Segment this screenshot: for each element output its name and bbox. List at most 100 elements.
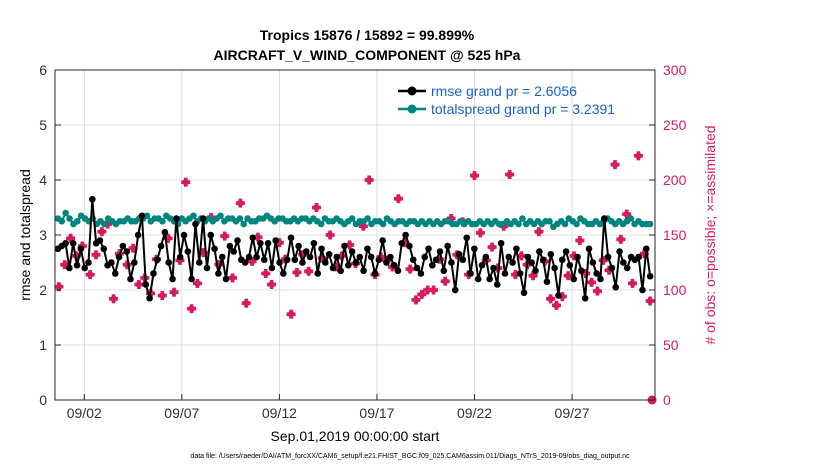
x-tick-label: 09/12	[262, 405, 297, 421]
rmse-point	[444, 242, 451, 250]
rmse-point	[123, 248, 130, 255]
obs-marker-core	[181, 177, 191, 187]
obs-marker-core	[364, 175, 374, 185]
rmse-point	[100, 245, 108, 253]
totalspread-point	[66, 215, 73, 222]
obs-assimilated-marker	[134, 279, 144, 290]
obs-assimilated-marker	[91, 250, 101, 260]
obs-marker-core	[505, 169, 515, 180]
rmse-point	[593, 270, 600, 277]
rmse-point	[604, 253, 612, 261]
legend-totalspread-label: totalspread grand pr = 3.2391	[431, 101, 615, 117]
y2-axis-label: # of obs: o=possible; ×=assimilated	[702, 125, 718, 344]
obs-marker-core	[487, 242, 497, 252]
rmse-point	[69, 239, 77, 247]
rmse-point	[150, 270, 157, 277]
rmse-point	[501, 270, 509, 277]
rmse-point	[73, 261, 81, 269]
y-tick-label: 1	[39, 337, 47, 353]
rmse-point	[371, 270, 379, 277]
obs-assimilated-marker	[587, 277, 597, 287]
rmse-point	[280, 270, 287, 277]
rmse-point	[207, 231, 215, 239]
obs-marker-core	[261, 268, 271, 279]
rmse-point	[597, 275, 604, 283]
rmse-point	[600, 215, 608, 222]
rmse-point	[264, 239, 272, 247]
rmse-point	[184, 248, 192, 255]
obs-marker-core	[440, 276, 450, 286]
rmse-series	[54, 195, 654, 302]
rmse-point	[398, 239, 406, 247]
y-tick-label: 4	[39, 172, 47, 188]
obs-marker-core	[169, 287, 179, 297]
rmse-point	[115, 253, 123, 261]
rmse-point	[455, 250, 463, 258]
rmse-point	[509, 259, 516, 266]
rmse-point	[173, 215, 180, 222]
rmse-point	[555, 292, 562, 299]
rmse-point	[360, 267, 367, 275]
obs-assimilated-marker	[393, 194, 403, 204]
rmse-point	[623, 264, 631, 272]
rmse-point	[283, 256, 291, 264]
rmse-point	[348, 248, 356, 255]
rmse-point	[478, 261, 486, 269]
legend-rmse-marker	[407, 86, 417, 96]
obs-marker-core	[134, 279, 144, 290]
rmse-point	[356, 253, 364, 261]
rmse-point	[486, 275, 493, 283]
rmse-point	[180, 231, 188, 239]
rmse-point	[291, 256, 299, 264]
obs-assimilated-marker	[97, 227, 107, 237]
rmse-point	[344, 261, 352, 269]
rmse-point	[131, 259, 138, 266]
rmse-point	[379, 237, 386, 244]
rmse-point	[234, 237, 241, 244]
obs-assimilated-marker	[169, 287, 179, 297]
rmse-point	[318, 245, 325, 253]
rmse-point	[215, 270, 222, 277]
obs-assimilated-marker	[220, 231, 230, 241]
rmse-point	[157, 242, 165, 250]
rmse-point	[516, 270, 524, 277]
rmse-point	[138, 212, 146, 220]
rmse-point	[257, 239, 264, 247]
totalspread-point	[240, 220, 248, 228]
rmse-point	[195, 259, 203, 266]
rmse-point	[532, 267, 539, 275]
y-tick-label: 6	[39, 62, 47, 78]
obs-assimilated-marker	[411, 295, 421, 305]
obs-assimilated-marker	[261, 268, 271, 279]
obs-marker-core	[575, 235, 585, 246]
y2-tick-label: 0	[663, 392, 671, 408]
rmse-point	[646, 272, 654, 280]
obs-assimilated-marker	[241, 298, 251, 308]
rmse-point	[390, 261, 398, 269]
obs-assimilated-marker	[292, 267, 302, 277]
obs-assimilated-marker	[228, 273, 238, 283]
obs-marker-core	[187, 304, 197, 314]
obs-marker-core	[85, 270, 95, 280]
obs-assimilated-marker	[109, 294, 119, 304]
y2-tick-label: 50	[663, 337, 679, 353]
totalspread-point	[236, 215, 244, 222]
obs-assimilated-marker	[325, 230, 335, 240]
rmse-point	[77, 245, 85, 253]
legend-totalspread-marker	[407, 104, 417, 114]
rmse-point	[249, 234, 257, 242]
totalspread-point	[379, 220, 387, 228]
totalspread-point	[73, 217, 81, 225]
rmse-point	[451, 286, 459, 294]
x-axis-label: Sep.01,2019 00:00:00 start	[271, 428, 440, 444]
x-tick-label: 09/02	[67, 405, 102, 421]
obs-assimilated-marker	[575, 235, 585, 246]
y-axis-label: rmse and totalspread	[17, 169, 33, 301]
obs-marker-core	[228, 273, 238, 283]
rmse-point	[643, 245, 650, 253]
x-tick-label: 09/17	[359, 405, 394, 421]
obs-marker-core	[220, 231, 230, 241]
rmse-point	[635, 253, 642, 261]
rmse-point	[490, 264, 497, 272]
rmse-point	[467, 270, 474, 277]
